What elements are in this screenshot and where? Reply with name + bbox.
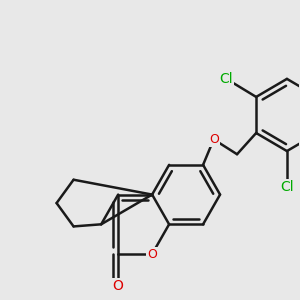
Text: O: O	[113, 279, 124, 293]
Text: O: O	[147, 248, 157, 260]
Text: Cl: Cl	[220, 72, 233, 86]
Text: O: O	[209, 133, 219, 146]
Text: Cl: Cl	[280, 180, 294, 194]
